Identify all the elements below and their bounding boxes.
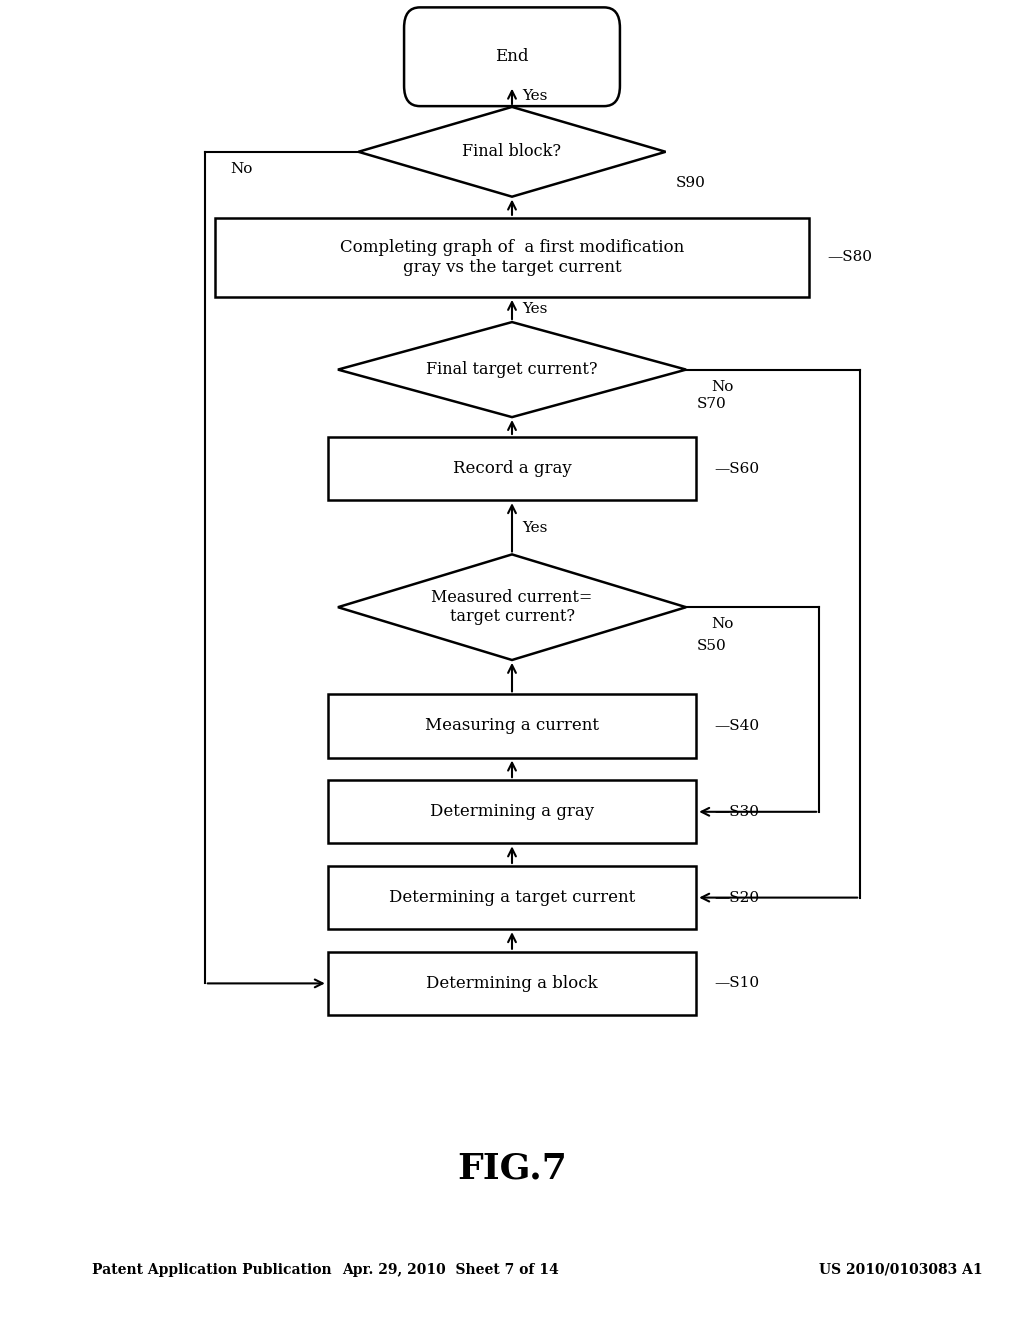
Polygon shape [338, 554, 686, 660]
Text: No: No [712, 380, 734, 393]
Text: Completing graph of  a first modification
gray vs the target current: Completing graph of a first modification… [340, 239, 684, 276]
Text: S70: S70 [696, 396, 726, 411]
Text: Final block?: Final block? [463, 144, 561, 160]
Text: —S20: —S20 [715, 891, 760, 904]
Text: Measured current=
target current?: Measured current= target current? [431, 589, 593, 626]
Text: FIG.7: FIG.7 [457, 1151, 567, 1185]
Polygon shape [358, 107, 666, 197]
Text: S50: S50 [696, 639, 726, 653]
Text: —S80: —S80 [827, 251, 872, 264]
Text: Yes: Yes [522, 521, 548, 535]
Bar [328, 437, 696, 500]
FancyBboxPatch shape [404, 8, 620, 106]
Polygon shape [338, 322, 686, 417]
Text: Determining a gray: Determining a gray [430, 804, 594, 820]
Bar [328, 952, 696, 1015]
Text: No: No [712, 618, 734, 631]
Bar [328, 694, 696, 758]
Text: Final target current?: Final target current? [426, 362, 598, 378]
Bar [328, 780, 696, 843]
Bar [215, 218, 809, 297]
Text: Apr. 29, 2010  Sheet 7 of 14: Apr. 29, 2010 Sheet 7 of 14 [342, 1263, 559, 1276]
Text: No: No [230, 162, 253, 176]
Text: Patent Application Publication: Patent Application Publication [92, 1263, 332, 1276]
Text: Determining a block: Determining a block [426, 975, 598, 991]
Text: End: End [496, 49, 528, 65]
Bar [328, 866, 696, 929]
Text: S90: S90 [676, 176, 706, 190]
Text: Measuring a current: Measuring a current [425, 718, 599, 734]
Text: —S60: —S60 [715, 462, 760, 475]
Text: Yes: Yes [522, 302, 548, 315]
Text: —S10: —S10 [715, 977, 760, 990]
Text: —S30: —S30 [715, 805, 760, 818]
Text: —S40: —S40 [715, 719, 760, 733]
Text: Yes: Yes [522, 90, 548, 103]
Text: Determining a target current: Determining a target current [389, 890, 635, 906]
Text: US 2010/0103083 A1: US 2010/0103083 A1 [819, 1263, 983, 1276]
Text: Record a gray: Record a gray [453, 461, 571, 477]
